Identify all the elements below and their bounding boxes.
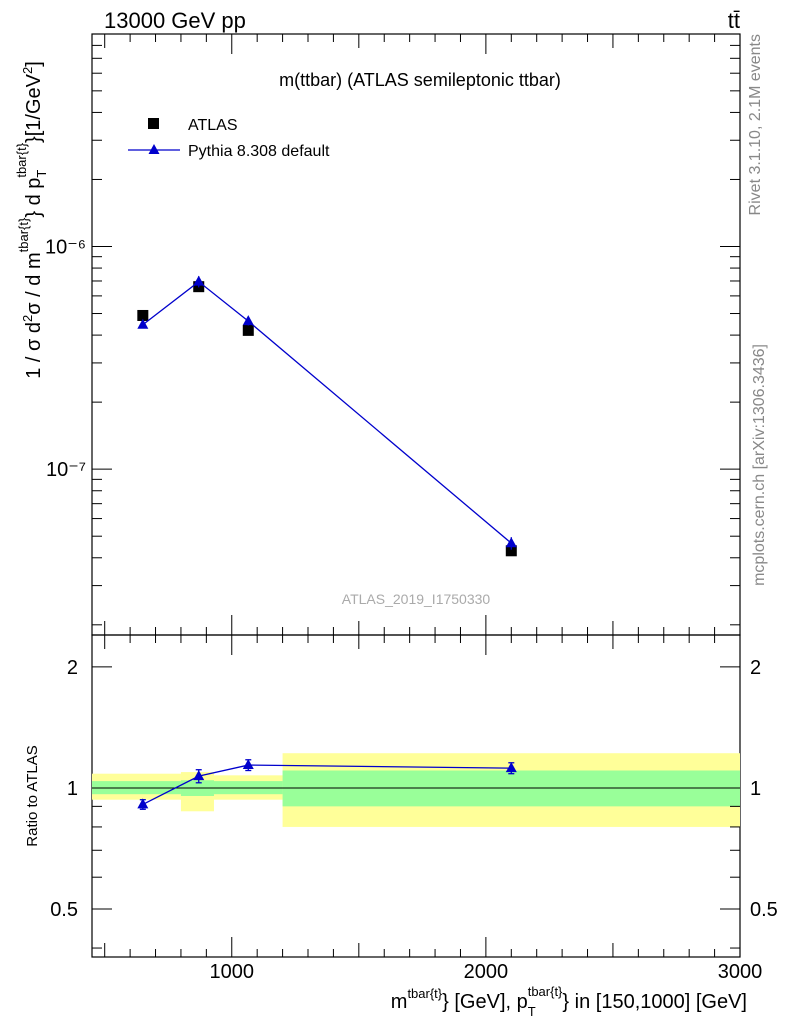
main-y-axis-ticks: 10⁻⁷ 10⁻⁶ (45, 33, 740, 626)
ratio-data-point (193, 770, 205, 781)
ratio-y-tick-label-left: 1 (67, 778, 78, 800)
legend-atlas-label: ATLAS (188, 117, 238, 134)
ratio-data-point (242, 759, 254, 770)
pythia-data-point (505, 537, 517, 548)
ratio-y-tick-label-right: 0.5 (750, 899, 778, 921)
x-axis-ticks: 1000 2000 3000 (104, 34, 763, 983)
ratio-y-axis-ticks: 0.5 0.5 1 1 2 2 (50, 657, 778, 949)
ratio-y-tick-label-left: 2 (67, 657, 78, 679)
main-data-series (137, 275, 517, 557)
ratio-y-axis-label: Ratio to ATLAS (24, 745, 41, 846)
legend: ATLAS Pythia 8.308 default (128, 117, 330, 160)
pythia-data-point (242, 315, 254, 326)
x-tick-label: 2000 (464, 961, 509, 983)
ratio-data-point (137, 798, 149, 809)
ratio-y-tick-label-left: 0.5 (50, 899, 78, 921)
atlas-data-point (137, 309, 149, 321)
atlas-data-point (505, 545, 517, 557)
ratio-pythia-line (142, 764, 512, 806)
header-process-label: tt̄ (728, 8, 740, 33)
mcplots-label: mcplots.cern.ch [arXiv:1306.3436] (751, 344, 768, 586)
pythia-data-point (193, 275, 205, 286)
legend-pythia-label: Pythia 8.308 default (188, 143, 330, 160)
header-energy-label: 13000 GeV pp (104, 8, 246, 33)
ratio-y-tick-label-right: 1 (750, 778, 761, 800)
main-y-axis-label: 1 / σ d2σ / d mtbar{t}} d pTtbar{t}}[1/G… (14, 61, 49, 379)
main-y-tick-label: 10⁻⁶ (45, 236, 86, 258)
pythia-data-point (137, 318, 149, 329)
x-tick-label: 1000 (210, 961, 255, 983)
ratio-y-tick-label-right: 2 (750, 657, 761, 679)
atlas-data-point (242, 324, 254, 336)
main-y-tick-label: 10⁻⁷ (46, 459, 86, 481)
pythia-line (142, 280, 512, 544)
legend-atlas-marker (148, 118, 159, 129)
plot-title: m(ttbar) (ATLAS semileptonic ttbar) (279, 70, 561, 90)
legend-pythia-marker (148, 144, 160, 154)
x-axis-label: mtbar{t}} [GeV], pTtbar{t}} in [150,1000… (391, 984, 747, 1019)
ratio-uncertainty-bands (92, 753, 740, 827)
ratio-data-series (137, 759, 517, 810)
analysis-label: ATLAS_2019_I1750330 (342, 591, 491, 607)
x-tick-label: 3000 (718, 961, 763, 983)
rivet-version-label: Rivet 3.1.10, 2.1M events (747, 34, 764, 215)
ratio-data-point (505, 762, 517, 773)
